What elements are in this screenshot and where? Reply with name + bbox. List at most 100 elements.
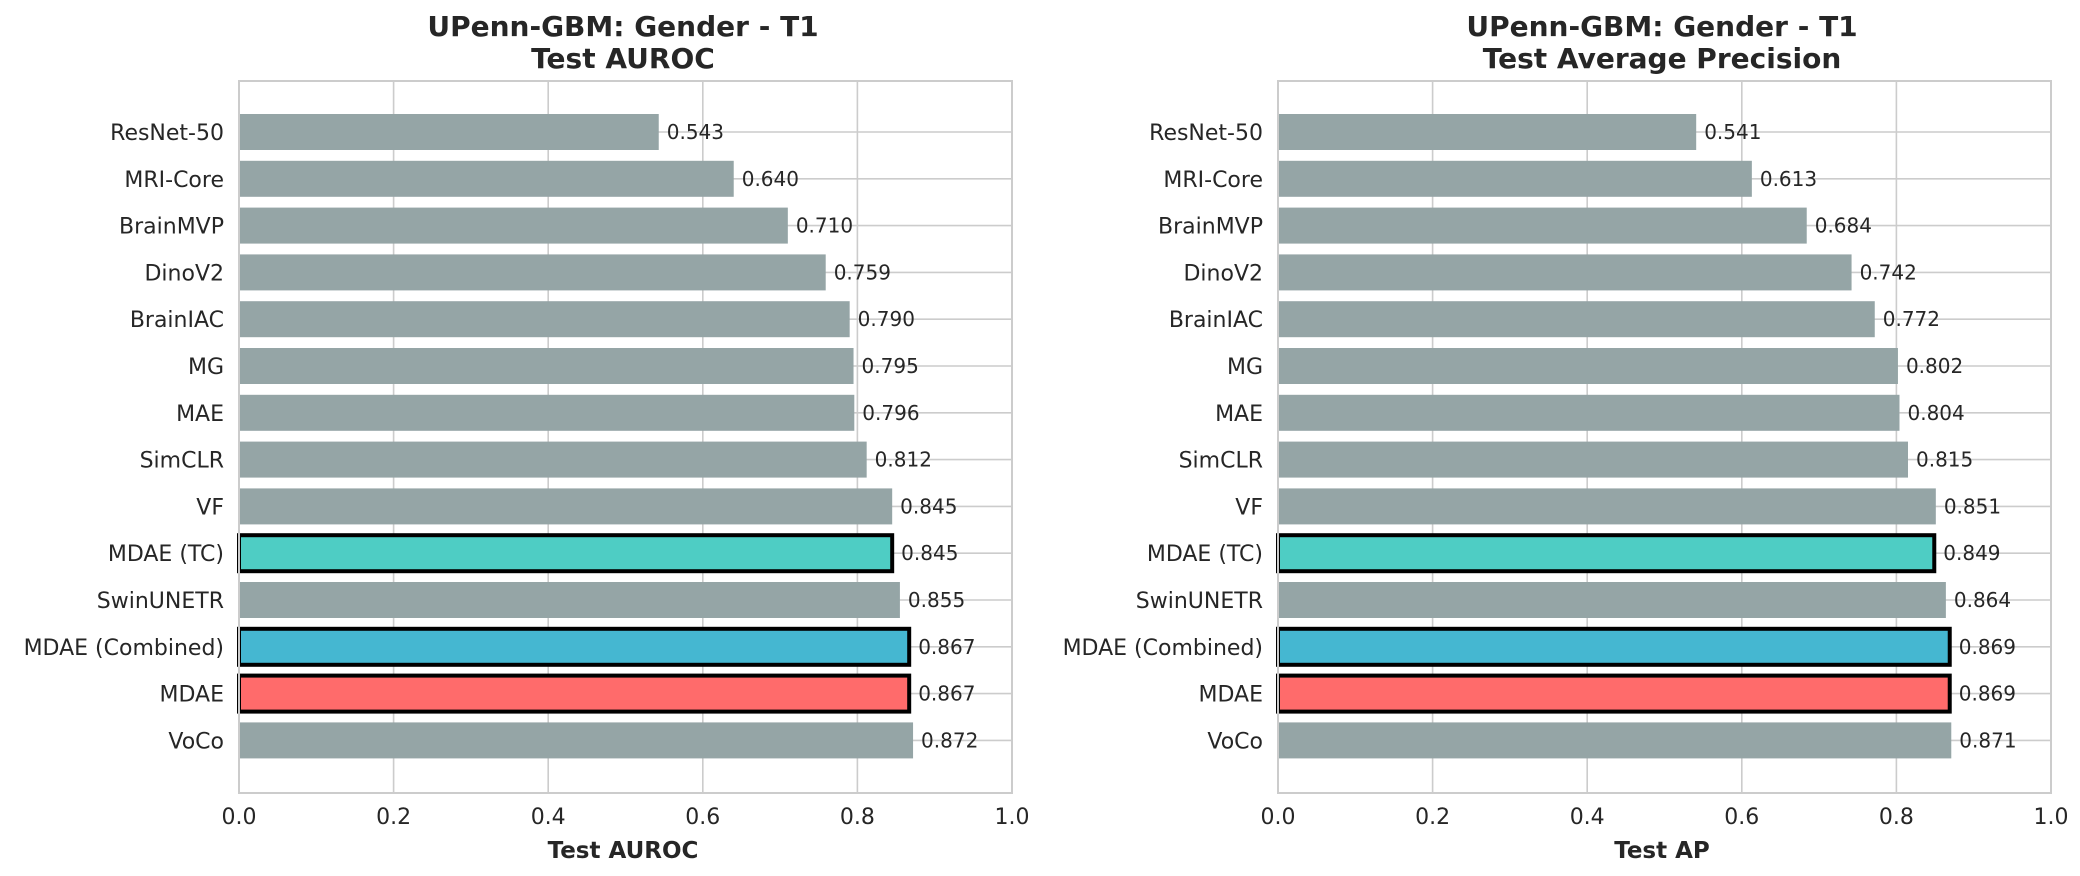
y-tick-label: BrainIAC: [1169, 308, 1263, 333]
y-tick-label: VoCo: [1207, 729, 1263, 754]
bar: [1278, 160, 1752, 197]
bar: [1278, 394, 1900, 431]
y-tick-label: MDAE: [160, 683, 225, 708]
y-tick-label: MG: [188, 355, 224, 380]
value-label: 0.543: [667, 120, 724, 144]
x-tick-label: 0.0: [222, 805, 257, 830]
y-tick-label: ResNet-50: [110, 121, 224, 146]
x-tick-labels: 0.0 0.2 0.4 0.6 0.8 1.0: [1261, 805, 2069, 830]
x-tick-label: 0.4: [531, 805, 566, 830]
x-tick-label: 0.8: [1879, 805, 1914, 830]
value-label: 0.872: [921, 728, 978, 752]
value-label: 0.871: [1959, 728, 2016, 752]
y-tick-label: MDAE (TC): [1147, 542, 1263, 567]
x-tick-label: 0.6: [1724, 805, 1759, 830]
value-label: 0.815: [1916, 448, 1973, 472]
y-tick-label: ResNet-50: [1149, 121, 1263, 146]
y-tick-label: VF: [196, 495, 224, 520]
x-tick-label: 0.2: [376, 805, 411, 830]
auroc-chart-panel: UPenn-GBM: Gender - T1 Test AUROC 0.543 0…: [24, 10, 1030, 864]
value-label: 0.795: [862, 354, 919, 378]
value-label: 0.812: [875, 448, 932, 472]
y-tick-label: MRI-Core: [1163, 168, 1263, 193]
value-label: 0.867: [918, 682, 975, 706]
bar: [239, 254, 826, 291]
value-label: 0.613: [1760, 167, 1817, 191]
bar: [239, 160, 734, 197]
value-label: 0.869: [1959, 682, 2016, 706]
y-tick-label: SimCLR: [140, 449, 224, 474]
y-tick-label: DinoV2: [144, 261, 224, 286]
bar: [239, 441, 867, 478]
bar: [239, 582, 900, 618]
bar: [1278, 348, 1898, 384]
bar: [239, 488, 893, 525]
y-tick-label: MDAE (Combined): [24, 636, 224, 661]
x-tick-label: 0.0: [1261, 805, 1296, 830]
x-tick-label: 1.0: [2034, 805, 2069, 830]
value-label: 0.845: [900, 494, 957, 518]
value-label: 0.640: [742, 167, 799, 191]
bar: [1278, 441, 1908, 478]
y-tick-label: MAE: [1215, 402, 1263, 427]
bar: [237, 533, 895, 574]
ap-chart-panel: UPenn-GBM: Gender - T1 Test Average Prec…: [1063, 10, 2069, 864]
value-label: 0.742: [1860, 260, 1917, 284]
value-label: 0.541: [1704, 120, 1761, 144]
value-label: 0.772: [1883, 307, 1940, 331]
bar: [1278, 254, 1852, 291]
y-tick-label: MDAE (Combined): [1063, 636, 1263, 661]
value-label: 0.684: [1815, 214, 1872, 238]
y-tick-label: SwinUNETR: [1136, 589, 1263, 614]
y-tick-label: MDAE: [1199, 683, 1264, 708]
bar: [239, 207, 788, 244]
value-label: 0.867: [918, 635, 975, 659]
y-tick-label: BrainMVP: [119, 215, 224, 240]
bars: [237, 114, 914, 759]
bar: [239, 301, 850, 338]
x-tick-label: 0.6: [685, 805, 720, 830]
y-tick-labels: ResNet-50 MRI-Core BrainMVP DinoV2 BrainIAC M…: [1063, 121, 1263, 754]
bar: [239, 114, 659, 150]
value-label: 0.759: [834, 260, 891, 284]
bar: [1278, 582, 1946, 618]
bar: [1278, 722, 1952, 759]
chart-title: UPenn-GBM: Gender - T1: [1466, 10, 1857, 43]
value-label: 0.864: [1954, 588, 2011, 612]
value-label: 0.849: [1943, 541, 2000, 565]
bar: [1278, 301, 1875, 338]
value-label: 0.851: [1944, 494, 2001, 518]
y-tick-label: BrainMVP: [1158, 215, 1263, 240]
bar: [1276, 626, 1952, 667]
bars: [1276, 114, 1952, 759]
y-tick-label: MRI-Core: [124, 168, 224, 193]
bar: [1278, 114, 1697, 150]
x-axis-label: Test AP: [1614, 838, 1710, 864]
bar: [237, 626, 912, 667]
y-tick-label: MG: [1227, 355, 1263, 380]
bar: [239, 394, 855, 431]
value-label: 0.802: [1906, 354, 1963, 378]
x-tick-label: 0.8: [840, 805, 875, 830]
y-tick-label: SimCLR: [1179, 449, 1263, 474]
x-tick-labels: 0.0 0.2 0.4 0.6 0.8 1.0: [222, 805, 1030, 830]
plot-frame: [238, 80, 1013, 794]
value-label: 0.855: [908, 588, 965, 612]
chart-subtitle: Test Average Precision: [1483, 42, 1842, 75]
x-tick-label: 0.4: [1570, 805, 1605, 830]
y-tick-label: VF: [1235, 495, 1263, 520]
x-axis-label: Test AUROC: [548, 838, 699, 864]
bar: [239, 348, 854, 384]
chart-title: UPenn-GBM: Gender - T1: [427, 10, 818, 43]
bar: [1276, 533, 1937, 574]
value-label: 0.710: [796, 214, 853, 238]
y-tick-label: MDAE (TC): [108, 542, 224, 567]
bar: [239, 722, 914, 759]
bar: [1278, 488, 1936, 525]
y-tick-label: VoCo: [168, 729, 224, 754]
y-tick-label: MAE: [176, 402, 224, 427]
bar: [237, 673, 912, 714]
value-label: 0.796: [862, 401, 919, 425]
value-label: 0.869: [1959, 635, 2016, 659]
